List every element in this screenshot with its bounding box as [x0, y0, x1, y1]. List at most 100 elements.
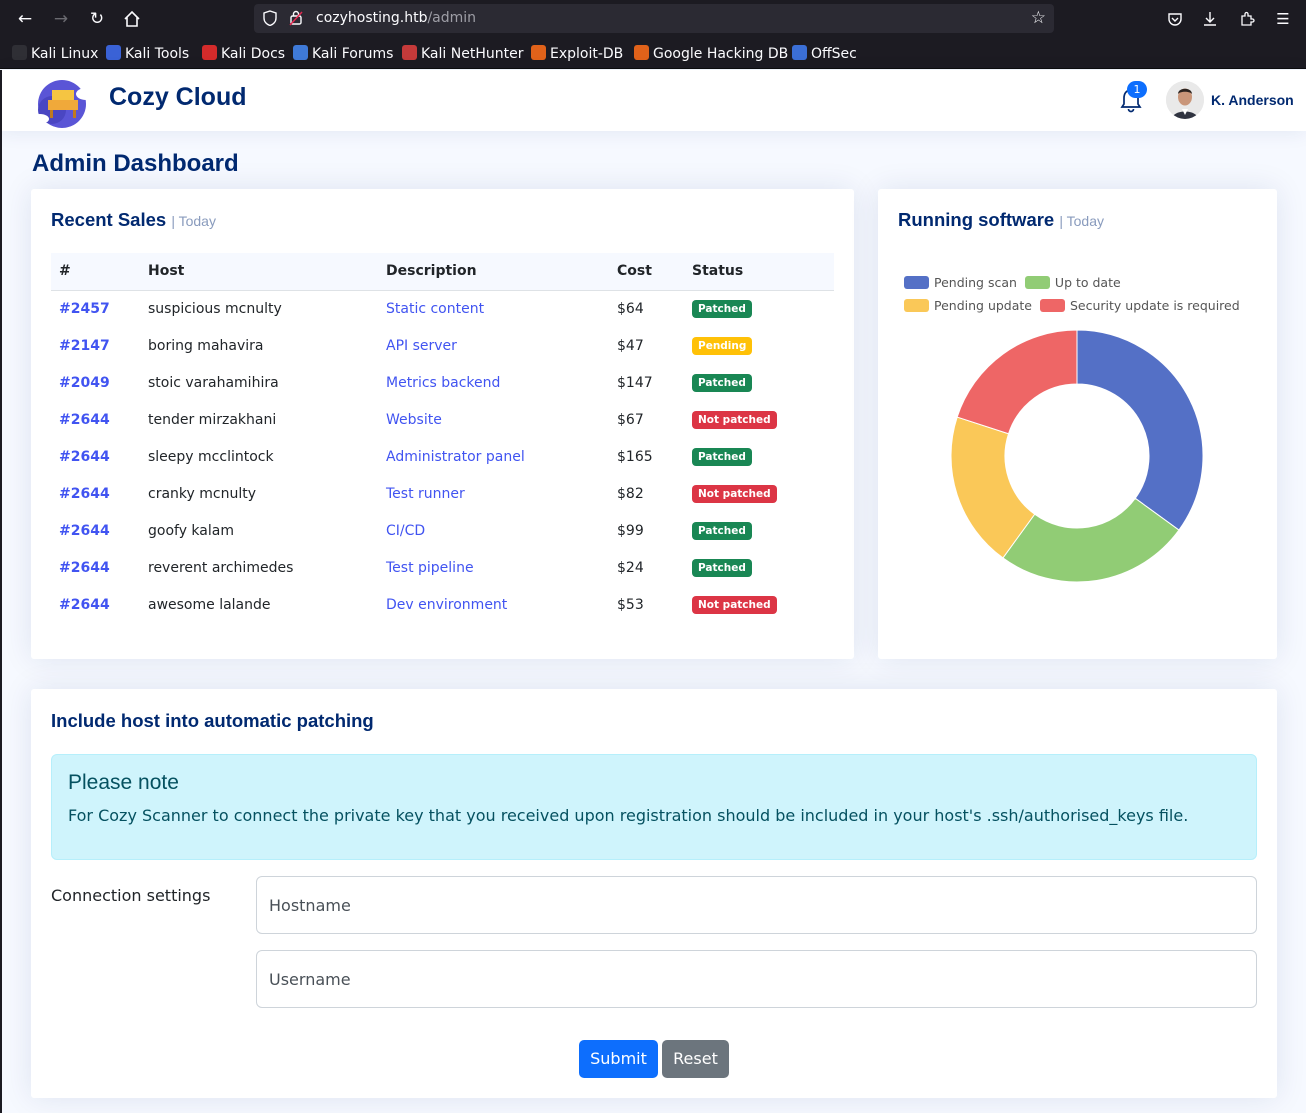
- table-row: #2644 reverent archimedes Test pipeline $24…: [51, 549, 834, 586]
- row-id-link[interactable]: #2457: [59, 300, 110, 317]
- row-description: Dev environment: [378, 586, 609, 623]
- row-id-link[interactable]: #2644: [59, 448, 110, 465]
- table-header-row: # Host Description Cost Status: [51, 253, 834, 291]
- row-description: Metrics backend: [378, 364, 609, 401]
- bookmark-kali-docs[interactable]: Kali Docs: [202, 45, 285, 62]
- row-description-link[interactable]: Static content: [386, 300, 485, 317]
- legend-item[interactable]: Pending update: [904, 298, 1032, 313]
- row-id: #2049: [51, 364, 140, 401]
- bookmark-kali-tools[interactable]: Kali Tools: [106, 45, 189, 62]
- home-icon[interactable]: [121, 8, 143, 30]
- legend-item[interactable]: Security update is required: [1040, 298, 1240, 313]
- row-cost: $24: [617, 559, 644, 576]
- cozy-cloud-logo[interactable]: [28, 72, 100, 130]
- row-description-link[interactable]: Website: [386, 411, 442, 428]
- bookmark-kali-forums[interactable]: Kali Forums: [293, 45, 393, 62]
- row-id-link[interactable]: #2147: [59, 337, 110, 354]
- row-description: Website: [378, 401, 609, 438]
- row-id-link[interactable]: #2644: [59, 596, 110, 613]
- reset-button[interactable]: Reset: [662, 1040, 729, 1078]
- status-badge: Not patched: [692, 595, 777, 614]
- donut-slice-up-to-date[interactable]: [1002, 497, 1180, 583]
- bookmark-offsec[interactable]: OffSec: [792, 45, 857, 62]
- info-alert: Please note For Cozy Scanner to connect …: [51, 754, 1257, 860]
- submit-button[interactable]: Submit: [579, 1040, 658, 1078]
- bookmark-kali-nethunter[interactable]: Kali NetHunter: [402, 45, 523, 62]
- status-badge: Patched: [692, 558, 752, 577]
- bookmark-exploit-db[interactable]: Exploit-DB: [531, 45, 623, 62]
- shield-icon[interactable]: [263, 10, 277, 26]
- row-cost: $47: [617, 337, 644, 354]
- bookmark-star-icon[interactable]: ☆: [1030, 8, 1046, 28]
- row-description-link[interactable]: Test pipeline: [386, 559, 474, 576]
- notification-badge[interactable]: 1: [1127, 81, 1147, 98]
- row-id-link[interactable]: #2644: [59, 411, 110, 428]
- running-software-card: Running software | Today Pending scan Up …: [878, 189, 1277, 659]
- row-description-link[interactable]: Dev environment: [386, 596, 508, 613]
- brand-name[interactable]: Cozy Cloud: [109, 83, 247, 111]
- page-title: Admin Dashboard: [32, 150, 239, 177]
- downloads-icon[interactable]: [1199, 8, 1221, 30]
- row-cost: $82: [617, 485, 644, 502]
- status-badge: Patched: [692, 521, 752, 540]
- legend-swatch: [904, 276, 929, 289]
- row-id-link[interactable]: #2644: [59, 522, 110, 539]
- alert-title: Please note: [68, 771, 179, 794]
- legend-item[interactable]: Up to date: [1024, 275, 1121, 290]
- software-donut-chart: [950, 329, 1204, 583]
- legend-swatch: [1024, 276, 1050, 289]
- row-cost: $53: [617, 596, 644, 613]
- donut-slice-pending-scan[interactable]: [1076, 329, 1204, 531]
- legend-item[interactable]: Pending scan: [904, 275, 1017, 290]
- row-id-link[interactable]: #2049: [59, 374, 110, 391]
- recent-sales-subtitle: | Today: [171, 213, 216, 229]
- back-icon[interactable]: ←: [17, 9, 33, 29]
- row-description-link[interactable]: CI/CD: [386, 522, 426, 539]
- row-id: #2644: [51, 512, 140, 549]
- ghdb-icon: [634, 45, 649, 60]
- lock-icon[interactable]: [289, 9, 303, 26]
- bookmarks-bar: Kali Linux Kali Tools Kali Docs Kali For…: [0, 38, 1306, 69]
- menu-icon[interactable]: ☰: [1276, 10, 1290, 28]
- kali-forums-icon: [293, 45, 308, 60]
- row-id-link[interactable]: #2644: [59, 559, 110, 576]
- row-host: suspicious mcnulty: [148, 300, 282, 317]
- row-status: Pending: [684, 327, 834, 364]
- kali-tools-icon: [106, 45, 121, 60]
- username-input[interactable]: [256, 950, 1257, 1008]
- url-bar[interactable]: cozyhosting.htb/admin ☆: [254, 4, 1054, 33]
- avatar[interactable]: [1166, 81, 1204, 119]
- pocket-icon[interactable]: [1164, 8, 1186, 30]
- row-description-link[interactable]: API server: [386, 337, 457, 354]
- nethunter-icon: [402, 45, 417, 60]
- bookmark-google-hacking-db[interactable]: Google Hacking DB: [634, 45, 788, 62]
- row-description-link[interactable]: Metrics backend: [386, 374, 501, 391]
- user-name[interactable]: K. Anderson: [1211, 92, 1294, 108]
- row-cost: $64: [617, 300, 644, 317]
- row-description: API server: [378, 327, 609, 364]
- row-description-link[interactable]: Test runner: [386, 485, 465, 502]
- hostname-input[interactable]: [256, 876, 1257, 934]
- running-software-subtitle: | Today: [1059, 213, 1105, 229]
- reload-icon[interactable]: ↻: [89, 9, 105, 29]
- status-badge: Patched: [692, 447, 752, 466]
- bookmark-kali-linux[interactable]: Kali Linux: [12, 45, 98, 62]
- window-edge: [0, 131, 2, 1113]
- extensions-icon[interactable]: [1236, 8, 1258, 30]
- forward-icon[interactable]: →: [53, 9, 69, 29]
- row-host: awesome lalande: [148, 596, 271, 613]
- url-text[interactable]: cozyhosting.htb/admin: [316, 10, 477, 26]
- table-row: #2644 awesome lalande Dev environment $53 No…: [51, 586, 834, 623]
- row-id: #2644: [51, 438, 140, 475]
- app-header: Cozy Cloud 1 K. Anderson: [0, 70, 1306, 131]
- legend-swatch: [904, 299, 929, 312]
- donut-slice-security-update-is-required[interactable]: [956, 329, 1078, 435]
- row-description: Administrator panel: [378, 438, 609, 475]
- row-description-link[interactable]: Administrator panel: [386, 448, 525, 465]
- row-id: #2457: [51, 290, 140, 327]
- row-cost: $147: [617, 374, 653, 391]
- row-id-link[interactable]: #2644: [59, 485, 110, 502]
- status-badge: Not patched: [692, 484, 777, 503]
- exploit-db-icon: [531, 45, 546, 60]
- table-row: #2457 suspicious mcnulty Static content $64…: [51, 290, 834, 327]
